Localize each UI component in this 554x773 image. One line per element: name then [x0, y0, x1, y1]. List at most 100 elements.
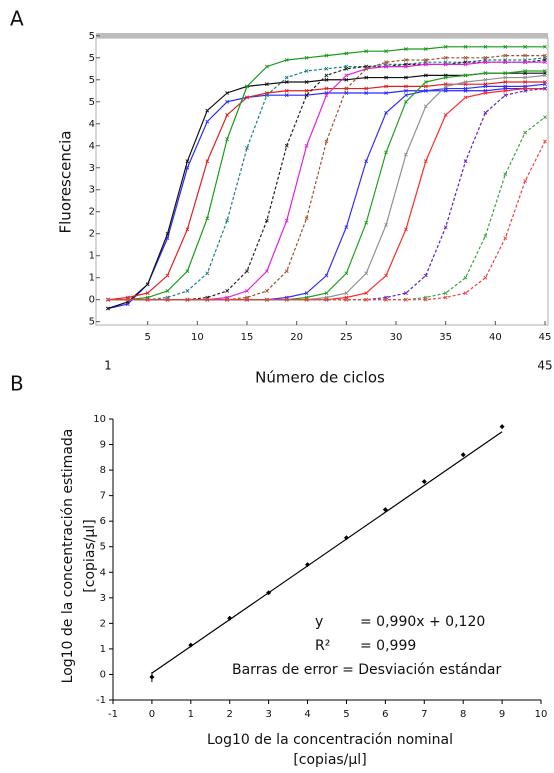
curve-point	[503, 71, 508, 76]
curve-point	[264, 269, 269, 274]
curve-point	[483, 84, 488, 89]
curve-point	[364, 220, 369, 225]
x-tick-label: 0	[149, 709, 155, 720]
curve-point	[344, 291, 349, 296]
curve-point	[284, 75, 289, 80]
x-tick-label: 45	[539, 332, 552, 343]
curve-point	[503, 60, 508, 65]
curve-point	[443, 75, 448, 80]
curve-point	[245, 297, 249, 302]
y-tick-label: 10	[93, 414, 106, 425]
curve-point	[344, 73, 349, 78]
curve-point	[364, 49, 369, 54]
curve-point	[284, 269, 289, 274]
curve-point	[284, 80, 289, 84]
y-tick-label: 1	[89, 251, 95, 262]
curve-point	[384, 64, 388, 69]
curve-point	[463, 275, 468, 280]
data-point	[382, 507, 388, 513]
curve-point	[423, 58, 428, 62]
curve-point	[145, 297, 150, 302]
curve-point	[264, 93, 269, 98]
x-tick-label: 8	[460, 709, 466, 720]
curve-point	[185, 227, 190, 232]
x-tick-label: 5	[144, 332, 150, 343]
curve-point	[443, 44, 448, 49]
curve-point	[324, 93, 329, 98]
y-tick-label: 5	[89, 97, 95, 108]
curve-point	[205, 297, 210, 302]
curve-point	[483, 60, 488, 65]
curve-point	[523, 75, 528, 80]
curve-point	[384, 84, 388, 89]
y-tick-label: 5	[89, 75, 95, 86]
data-point	[305, 562, 311, 568]
curve-point	[384, 273, 388, 278]
curve-point	[165, 288, 170, 293]
curve-point	[543, 115, 547, 120]
curve-point	[423, 47, 428, 51]
annotation: R²	[315, 638, 330, 654]
curve-point	[443, 62, 448, 67]
curve-point	[304, 88, 309, 93]
data-point	[227, 615, 233, 621]
y-tick-label: 5	[100, 542, 106, 553]
y-tick-label: 2	[100, 618, 106, 629]
curve-point	[364, 66, 369, 71]
curve-point	[324, 73, 329, 78]
curve-point	[483, 44, 488, 49]
curve-point	[423, 104, 428, 109]
x-axis-label: [copias/µl]	[293, 752, 366, 768]
x-axis-label: Número de ciclos	[255, 369, 385, 387]
curve-point	[324, 53, 329, 58]
curve-point	[503, 88, 508, 93]
curve-point	[483, 77, 488, 82]
curve-point	[284, 218, 289, 223]
curve-point	[344, 271, 349, 276]
curve-point	[205, 108, 210, 113]
curve-point	[543, 73, 547, 78]
curve-point	[483, 275, 488, 280]
y-tick-label: 0	[100, 669, 106, 680]
curve-point	[106, 297, 110, 302]
curve-point	[384, 223, 388, 227]
curve-point	[304, 297, 309, 302]
amplification-curve	[107, 74, 546, 301]
data-point	[188, 642, 194, 648]
x-tick-label: 9	[499, 709, 505, 720]
curve-point	[404, 47, 408, 51]
y-axis-label: [copias/µl]	[82, 519, 98, 592]
curve-point	[344, 86, 349, 91]
y-axis-label: Log10 de la concentración estimada	[60, 429, 76, 684]
curve-point	[463, 291, 468, 296]
y-tick-label: 2	[89, 229, 95, 240]
curve-point	[364, 271, 369, 276]
curve-point	[324, 291, 329, 296]
curve-point	[523, 60, 528, 65]
y-tick-label: 4	[89, 141, 95, 152]
curve-point	[304, 216, 309, 221]
curve-point	[423, 273, 428, 278]
curve-point	[543, 82, 547, 87]
curve-point	[404, 58, 408, 62]
curve-point	[483, 71, 488, 76]
curve-point	[423, 159, 428, 164]
curve-point	[245, 84, 249, 89]
curve-point	[165, 297, 170, 302]
curve-point	[284, 88, 289, 93]
curve-point	[245, 146, 249, 150]
y-tick-label: -1	[96, 695, 106, 706]
x-tick-label: 3	[265, 709, 271, 720]
curve-point	[503, 53, 508, 58]
y-tick-label: 5	[89, 31, 95, 42]
curve-point	[185, 288, 190, 293]
curve-point	[384, 150, 388, 155]
curve-point	[384, 60, 388, 65]
panel-label: A	[10, 7, 24, 31]
curve-point	[463, 62, 468, 67]
curve-point	[423, 80, 428, 84]
curve-point	[304, 143, 309, 148]
x-range-label: 45	[537, 359, 552, 373]
curve-point	[284, 297, 289, 302]
